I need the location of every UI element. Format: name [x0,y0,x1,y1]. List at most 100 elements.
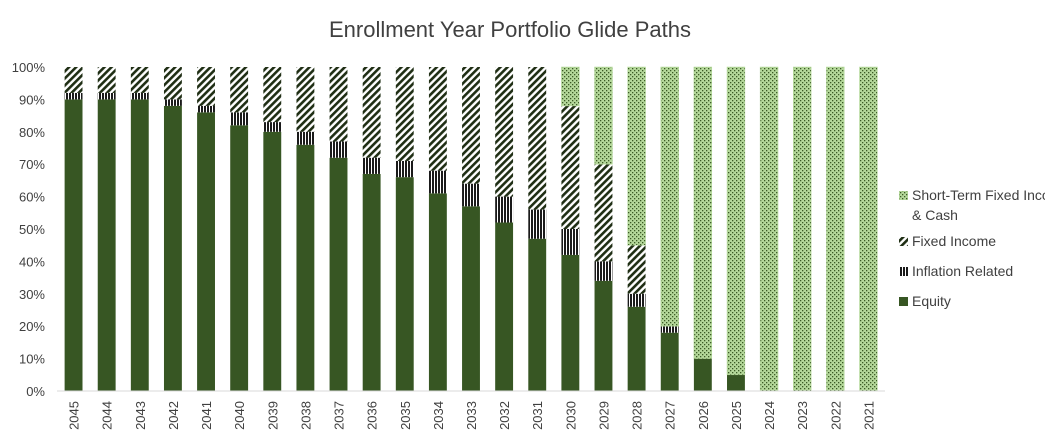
bar-segment-equity [594,280,613,391]
y-tick-label: 0% [26,384,45,399]
y-tick-label: 80% [19,125,45,140]
y-tick-label: 30% [19,287,45,302]
bar-segment-inflation-related [561,229,580,255]
legend-label: Inflation Related [912,263,1013,279]
bar-segment-inflation-related [64,92,83,100]
bar-segment-equity [230,125,249,391]
bar-segment-equity [727,374,745,391]
bar-segment-short-term-fixed-income-cash [793,66,812,392]
bar-segment-inflation-related [428,170,447,194]
bar-segment-inflation-related [495,196,514,223]
bar-segment-equity [428,193,447,391]
bar-segment-short-term-fixed-income-cash [859,66,878,392]
x-tick-label: 2045 [67,401,82,430]
bar-segment-inflation-related [329,141,348,158]
bar-segment-equity [263,131,282,392]
bar-segment-short-term-fixed-income-cash [759,66,779,392]
bar-segment-equity [561,254,580,391]
legend: Short-Term Fixed Income& Cash Fixed Incom… [899,187,1045,309]
bar-segment-inflation-related [528,209,547,239]
bar-segment-short-term-fixed-income-cash [594,66,613,165]
y-tick-label: 90% [19,92,45,107]
bar-segment-inflation-related [296,131,315,145]
bar-segment-inflation-related [130,92,149,100]
x-tick-label: 2028 [630,401,645,430]
x-tick-label: 2032 [497,401,512,430]
y-tick-label: 20% [19,319,45,334]
x-tick-label: 2038 [298,401,313,430]
legend-label: Equity [912,293,951,309]
x-tick-label: 2041 [199,401,214,430]
y-tick-label: 50% [19,222,45,237]
y-tick-label: 60% [19,190,45,205]
bar-segment-fixed-income [130,67,149,93]
bar-segment-fixed-income [495,67,514,197]
y-axis: 0% 10% 20% 30% 40% 50% 60% 70% 80% 90% 100% [12,60,46,399]
legend-label: Short-Term Fixed Income& Cash [912,187,1045,223]
bar-segment-short-term-fixed-income-cash [726,66,746,376]
bar-segment-inflation-related [462,183,480,207]
x-tick-label: 2042 [166,401,181,430]
x-tick-label: 2026 [696,401,711,430]
bar-segment-short-term-fixed-income-cash [561,66,580,107]
bar-segment-fixed-income [163,67,182,100]
x-tick-label: 2029 [596,401,611,430]
bar-segment-equity [495,222,514,391]
bar-segment-fixed-income [594,164,613,262]
legend-swatch [899,267,908,276]
bar-segment-equity [627,306,646,391]
y-tick-label: 10% [19,352,45,367]
x-tick-label: 2021 [861,401,876,430]
bar-segment-fixed-income [462,67,480,184]
bar-segment-inflation-related [97,92,116,100]
chart-title: Enrollment Year Portfolio Glide Paths [329,17,691,42]
bar-segment-fixed-income [197,67,215,106]
x-tick-label: 2034 [431,401,446,430]
bar-segment-short-term-fixed-income-cash [660,66,679,327]
bar-segment-fixed-income [528,67,547,210]
x-tick-label: 2039 [265,401,280,430]
x-tick-label: 2036 [365,401,380,430]
y-tick-label: 70% [19,157,45,172]
bar-segment-equity [197,112,215,392]
bar-segment-equity [329,157,348,391]
x-tick-label: 2031 [530,401,545,430]
x-tick-label: 2024 [762,401,777,430]
bar-segment-fixed-income [263,67,282,123]
x-tick-label: 2033 [464,401,479,430]
bar-segment-fixed-income [329,67,348,142]
bar-segment-short-term-fixed-income-cash [826,66,845,392]
bar-segment-equity [462,206,480,391]
bar-segment-fixed-income [428,67,447,171]
bar-segment-inflation-related [163,99,182,106]
bar-segment-inflation-related [230,112,249,126]
bar-segment-equity [97,99,116,392]
x-tick-label: 2035 [398,401,413,430]
y-tick-label: 100% [12,60,46,75]
bar-segment-inflation-related [197,105,215,113]
bar-segment-fixed-income [97,67,116,93]
bar-segment-equity [395,177,414,391]
bar-segment-equity [296,144,315,391]
bar-segment-fixed-income [64,67,83,93]
bars [64,66,878,392]
x-tick-label: 2043 [133,401,148,430]
bar-segment-equity [693,358,712,391]
bar-segment-fixed-income [362,67,381,158]
y-tick-label: 40% [19,254,45,269]
bar-segment-fixed-income [627,245,646,294]
bar-segment-fixed-income [296,67,315,132]
bar-segment-equity [130,99,149,392]
bar-segment-fixed-income [230,67,249,113]
bar-segment-inflation-related [263,122,282,132]
bar-segment-short-term-fixed-income-cash [693,66,713,359]
x-tick-label: 2025 [729,401,744,430]
bar-segment-equity [362,173,381,391]
bar-segment-inflation-related [627,293,646,307]
x-tick-label: 2022 [828,401,843,430]
bar-segment-fixed-income [561,105,580,229]
x-tick-label: 2037 [332,401,347,430]
bar-segment-fixed-income [395,67,414,161]
